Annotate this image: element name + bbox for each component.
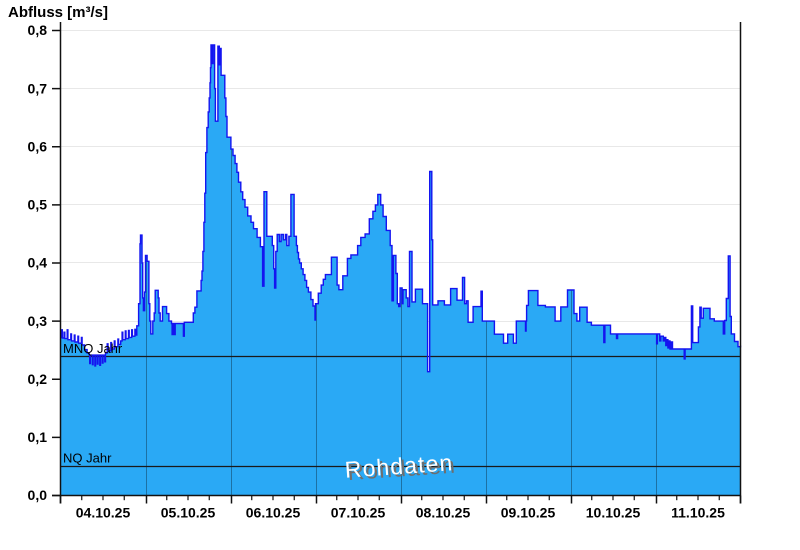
svg-text:0,2: 0,2 bbox=[28, 371, 48, 387]
svg-text:10.10.25: 10.10.25 bbox=[586, 505, 641, 521]
svg-text:0,8: 0,8 bbox=[28, 22, 48, 38]
svg-text:0,5: 0,5 bbox=[28, 197, 48, 213]
svg-text:09.10.25: 09.10.25 bbox=[501, 505, 556, 521]
svg-text:0,6: 0,6 bbox=[28, 138, 48, 154]
svg-text:0,1: 0,1 bbox=[28, 429, 48, 445]
svg-text:0,0: 0,0 bbox=[28, 487, 48, 503]
svg-text:0,4: 0,4 bbox=[28, 255, 48, 271]
svg-text:0,3: 0,3 bbox=[28, 313, 48, 329]
svg-text:Abfluss [m³/s]: Abfluss [m³/s] bbox=[8, 4, 108, 21]
svg-text:0,7: 0,7 bbox=[28, 80, 48, 96]
svg-text:04.10.25: 04.10.25 bbox=[76, 505, 131, 521]
svg-text:MNQ Jahr: MNQ Jahr bbox=[63, 341, 123, 356]
svg-text:08.10.25: 08.10.25 bbox=[416, 505, 471, 521]
svg-text:05.10.25: 05.10.25 bbox=[161, 505, 216, 521]
svg-text:11.10.25: 11.10.25 bbox=[671, 505, 725, 521]
svg-text:06.10.25: 06.10.25 bbox=[246, 505, 301, 521]
svg-text:07.10.25: 07.10.25 bbox=[331, 505, 386, 521]
svg-text:NQ Jahr: NQ Jahr bbox=[63, 451, 112, 466]
